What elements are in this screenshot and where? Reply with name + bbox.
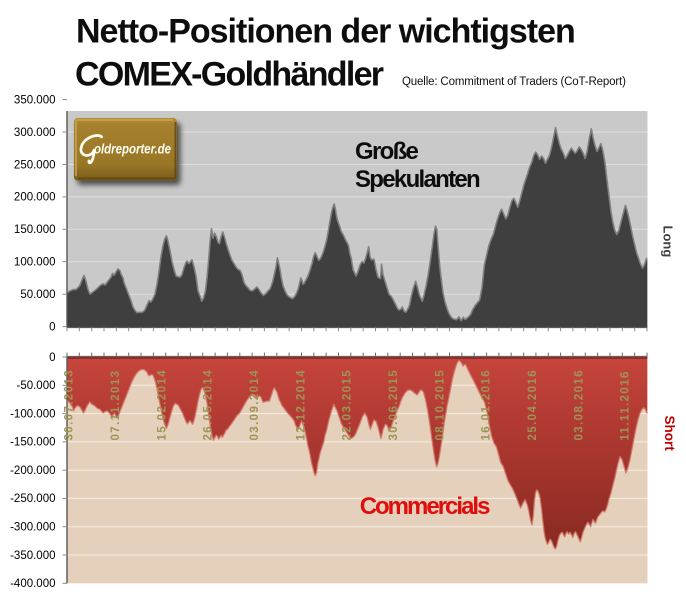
svg-text:-150.000: -150.000 [10, 437, 55, 449]
svg-text:08.10.2015: 08.10.2015 [434, 369, 446, 441]
svg-text:11.11.2016: 11.11.2016 [620, 370, 632, 440]
svg-text:-400.000: -400.000 [10, 578, 55, 590]
svg-text:30.07.2013: 30.07.2013 [64, 369, 76, 441]
svg-text:oldreporter.de: oldreporter.de [94, 141, 171, 157]
svg-text:Große: Große [355, 138, 419, 165]
svg-text:Short: Short [662, 416, 677, 452]
svg-text:07.11.2013: 07.11.2013 [110, 370, 122, 441]
svg-text:50.000: 50.000 [20, 289, 55, 301]
svg-text:Netto-Positionen der wichtigst: Netto-Positionen der wichtigsten [76, 13, 575, 51]
svg-text:-350.000: -350.000 [10, 550, 55, 562]
svg-text:Quelle: Commitment of Traders: Quelle: Commitment of Traders (CoT-Repor… [402, 76, 626, 88]
svg-text:Commercials: Commercials [360, 493, 490, 520]
svg-text:350.000: 350.000 [14, 94, 56, 106]
svg-text:0: 0 [49, 321, 55, 333]
svg-text:26.05.2014: 26.05.2014 [203, 369, 215, 441]
svg-text:30.06.2015: 30.06.2015 [388, 369, 400, 441]
svg-text:03.08.2016: 03.08.2016 [573, 369, 585, 441]
svg-text:22.03.2015: 22.03.2015 [342, 369, 354, 441]
svg-text:Spekulanten: Spekulanten [355, 166, 480, 193]
svg-text:25.04.2016: 25.04.2016 [527, 369, 539, 441]
svg-text:-250.000: -250.000 [10, 493, 55, 505]
svg-text:-50.000: -50.000 [16, 380, 55, 392]
svg-text:12.12.2014: 12.12.2014 [295, 369, 307, 441]
svg-text:COMEX-Goldhändler: COMEX-Goldhändler [75, 56, 384, 94]
svg-text:0: 0 [49, 352, 55, 364]
svg-text:250.000: 250.000 [14, 159, 56, 171]
svg-text:03.09.2014: 03.09.2014 [249, 369, 261, 441]
svg-text:-200.000: -200.000 [10, 465, 55, 477]
svg-text:Long: Long [661, 226, 676, 258]
svg-text:15.02.2014: 15.02.2014 [156, 369, 168, 441]
svg-text:-100.000: -100.000 [10, 408, 55, 420]
svg-text:200.000: 200.000 [14, 192, 56, 204]
svg-text:150.000: 150.000 [14, 224, 56, 236]
svg-text:-300.000: -300.000 [10, 522, 55, 534]
svg-text:16.01.2016: 16.01.2016 [481, 369, 493, 441]
svg-text:100.000: 100.000 [14, 257, 56, 269]
svg-text:300.000: 300.000 [14, 127, 56, 139]
